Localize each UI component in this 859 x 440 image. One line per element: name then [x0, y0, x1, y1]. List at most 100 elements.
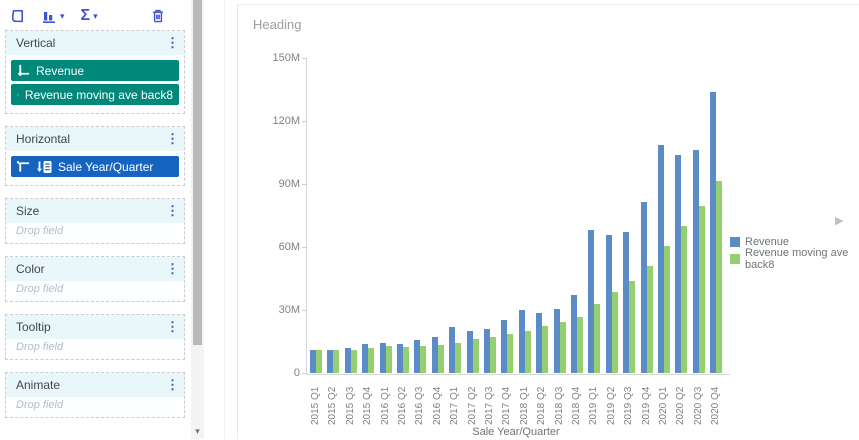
delete-button[interactable]	[150, 8, 166, 24]
kebab-menu-icon[interactable]: ⋮	[166, 131, 179, 146]
bar[interactable]	[612, 292, 618, 373]
x-tick-label: 2017 Q3	[484, 386, 495, 425]
shelf-size-dropzone[interactable]: Drop field	[16, 225, 64, 237]
shelf-label: Size	[16, 204, 40, 218]
kebab-menu-icon[interactable]: ⋮	[166, 377, 179, 392]
x-tick-label: 2017 Q2	[467, 386, 478, 425]
bar[interactable]	[333, 350, 339, 373]
scrollbar-down-icon[interactable]: ▾	[195, 426, 200, 436]
trash-icon	[153, 9, 163, 23]
bar[interactable]	[542, 326, 548, 373]
bar[interactable]	[386, 346, 392, 373]
bar[interactable]	[420, 346, 426, 373]
bar[interactable]	[345, 348, 351, 373]
bar[interactable]	[438, 345, 444, 373]
bar[interactable]	[594, 304, 600, 373]
bar[interactable]	[403, 347, 409, 373]
x-tick-label: 2015 Q1	[310, 386, 321, 425]
legend-item-revenue[interactable]: Revenue	[730, 233, 859, 250]
horizontal-axis-icon	[17, 161, 30, 172]
bar[interactable]	[606, 235, 612, 373]
bar[interactable]	[710, 92, 716, 373]
vertical-axis-icon	[18, 64, 30, 76]
bar[interactable]	[571, 295, 577, 373]
bar[interactable]	[536, 313, 542, 373]
kebab-menu-icon[interactable]: ⋮	[166, 261, 179, 276]
y-tick-label: 0	[293, 367, 300, 379]
x-tick-label: 2017 Q1	[449, 386, 460, 425]
x-tick-label: 2019 Q2	[606, 386, 617, 425]
bar[interactable]	[449, 327, 455, 373]
bar[interactable]	[414, 340, 420, 373]
shelf-horizontal-dropzone[interactable]: Sale Year/Quarter	[6, 151, 184, 185]
bar[interactable]	[554, 309, 560, 373]
shelf-label: Color	[16, 262, 45, 276]
note-button[interactable]	[8, 8, 25, 25]
chart-type-button[interactable]: ▾	[41, 8, 65, 24]
kebab-menu-icon[interactable]: ⋮	[166, 319, 179, 334]
bar[interactable]	[560, 322, 566, 373]
bar[interactable]	[368, 348, 374, 373]
kebab-menu-icon[interactable]: ⋮	[166, 35, 179, 50]
legend-label: Revenue	[745, 235, 790, 248]
legend-item-moving-ave[interactable]: Revenue moving ave back8	[730, 247, 859, 271]
x-tick-label: 2019 Q4	[641, 386, 652, 425]
x-tick-label: 2018 Q2	[536, 386, 547, 425]
shelf-label: Animate	[16, 378, 61, 392]
x-tick-label: 2015 Q3	[345, 386, 356, 425]
bar[interactable]	[467, 331, 473, 373]
bar[interactable]	[658, 145, 664, 373]
bar[interactable]	[519, 310, 525, 373]
y-tick-label: 90M	[278, 178, 300, 190]
bar[interactable]	[327, 350, 333, 373]
bar[interactable]	[362, 344, 368, 373]
bar[interactable]	[675, 155, 681, 373]
bar[interactable]	[455, 343, 461, 373]
bar[interactable]	[629, 281, 635, 373]
shelf-vertical-dropzone[interactable]: Revenue Revenue moving ave back8	[6, 55, 184, 113]
bar[interactable]	[310, 350, 316, 373]
x-tick-label: 2017 Q4	[501, 386, 512, 425]
x-tick-label: 2019 Q3	[623, 386, 634, 425]
shelf-color-dropzone[interactable]: Drop field	[16, 283, 64, 295]
shelf-size-header: Size ⋮	[6, 199, 184, 223]
chart-panel: Heading 0 30M 60M 90M 120M 150M 2015 Q1 2015 Q2…	[237, 4, 859, 439]
shelf-animate-dropzone[interactable]: Drop field	[16, 399, 64, 411]
bar[interactable]	[351, 350, 357, 373]
y-tick-label: 150M	[272, 52, 300, 64]
y-tick-mark	[302, 184, 307, 185]
bar[interactable]	[588, 230, 594, 373]
x-tick-label: 2020 Q1	[658, 386, 669, 425]
bar[interactable]	[647, 266, 653, 373]
bar[interactable]	[380, 343, 386, 373]
bar[interactable]	[664, 246, 670, 373]
shelf-horizontal: Horizontal ⋮ Sale Year/Quarter	[5, 126, 185, 186]
kebab-menu-icon[interactable]: ⋮	[166, 203, 179, 218]
bar[interactable]	[577, 317, 583, 373]
bar[interactable]	[501, 320, 507, 373]
aggregate-button[interactable]: Σ ▾	[81, 8, 98, 24]
bar[interactable]	[623, 232, 629, 373]
bar[interactable]	[432, 337, 438, 373]
legend-next-icon[interactable]: ▶	[835, 215, 844, 227]
bar[interactable]	[641, 202, 647, 373]
bar[interactable]	[316, 350, 322, 373]
shelf-tooltip-dropzone[interactable]: Drop field	[16, 341, 64, 353]
field-pill-revenue-moving-ave[interactable]: Revenue moving ave back8	[11, 84, 179, 105]
bar[interactable]	[525, 331, 531, 373]
bar[interactable]	[490, 337, 496, 373]
bar[interactable]	[681, 226, 687, 373]
bar[interactable]	[397, 344, 403, 373]
field-pill-sale-year-quarter[interactable]: Sale Year/Quarter	[11, 156, 179, 177]
bar[interactable]	[699, 206, 705, 373]
bar[interactable]	[716, 181, 722, 373]
field-pill-revenue[interactable]: Revenue	[11, 60, 179, 81]
scrollbar-thumb[interactable]	[193, 0, 202, 345]
y-axis-line	[306, 58, 307, 374]
bar[interactable]	[507, 334, 513, 373]
bar[interactable]	[693, 150, 699, 373]
chart-heading: Heading	[253, 17, 302, 32]
bar[interactable]	[473, 339, 479, 373]
sidebar-scrollbar[interactable]: ▾	[191, 0, 204, 439]
bar[interactable]	[484, 329, 490, 373]
